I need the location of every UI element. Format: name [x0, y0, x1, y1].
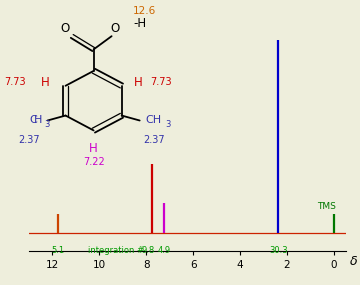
Text: 7.73: 7.73: [150, 78, 172, 87]
Text: 2.37: 2.37: [19, 135, 40, 145]
Text: 4.9: 4.9: [158, 246, 171, 255]
Text: 3: 3: [165, 120, 170, 129]
Text: CH: CH: [145, 115, 161, 125]
Text: -H: -H: [133, 17, 146, 30]
Text: C: C: [29, 115, 37, 125]
Text: 3: 3: [44, 120, 49, 129]
Text: 7.73: 7.73: [4, 78, 26, 87]
Text: H: H: [34, 115, 42, 125]
Text: H: H: [89, 142, 98, 155]
Text: 9.8: 9.8: [142, 246, 155, 255]
Text: integration #: integration #: [87, 246, 144, 255]
Text: H: H: [134, 76, 143, 89]
Text: TMS: TMS: [317, 202, 336, 211]
Text: H: H: [41, 76, 49, 89]
Text: O: O: [111, 22, 120, 34]
Text: 12.6: 12.6: [132, 6, 156, 16]
Text: 2.37: 2.37: [143, 135, 165, 145]
Text: 5.1: 5.1: [51, 246, 65, 255]
Text: O: O: [60, 22, 69, 34]
Text: δ: δ: [350, 255, 358, 268]
Text: 7.22: 7.22: [83, 157, 104, 167]
Text: 30.3: 30.3: [269, 246, 288, 255]
